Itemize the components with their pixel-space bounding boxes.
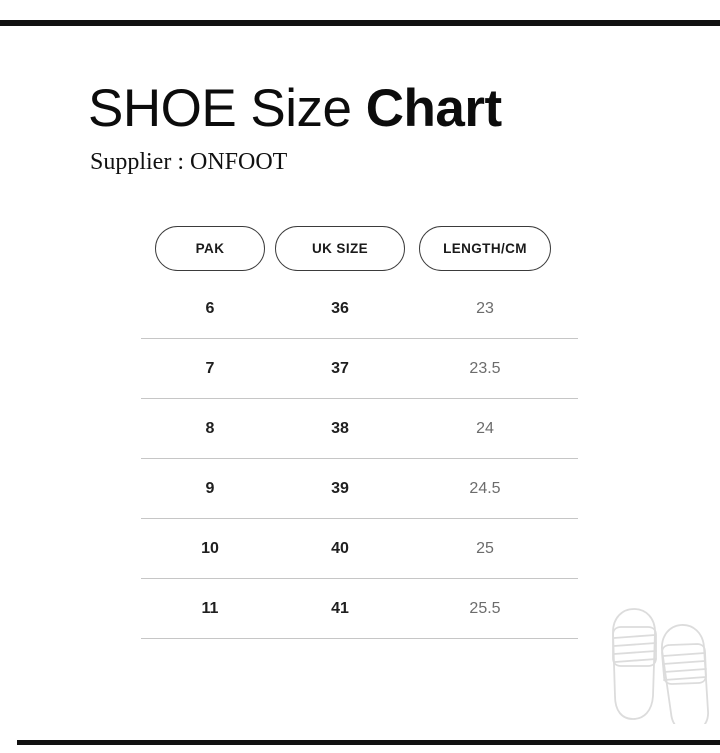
- cell-pak: 10: [201, 540, 219, 557]
- cell-uk-size: 39: [331, 480, 349, 497]
- cell-uk-size: 38: [331, 420, 349, 437]
- cell-uk-size: 40: [331, 540, 349, 557]
- page-title-plain: SHOE Size: [88, 79, 366, 138]
- table-row: 7 37 23.5: [141, 339, 578, 399]
- column-header-uk-size[interactable]: UK SIZE: [275, 226, 405, 271]
- cell-length-cm: 25: [476, 540, 494, 557]
- page-title-bold: Chart: [365, 79, 502, 138]
- cell-pak: 6: [205, 300, 215, 317]
- supplier-line: Supplier : ONFOOT: [90, 149, 288, 175]
- table-header-row: PAK UK SIZE LENGTH/CM: [155, 226, 551, 271]
- cell-pak: 11: [201, 600, 219, 617]
- top-divider-bar: [0, 20, 720, 26]
- cell-uk-size: 37: [331, 360, 349, 377]
- cell-length-cm: 24: [476, 420, 494, 437]
- row-divider: [141, 397, 578, 399]
- row-divider: [141, 577, 578, 579]
- slide-sandals-icon: [596, 592, 720, 733]
- table-row: 10 40 25: [141, 519, 578, 579]
- cell-length-cm: 25.5: [469, 600, 501, 617]
- bottom-divider-bar: [17, 740, 720, 745]
- cell-pak: 8: [205, 420, 215, 437]
- page-title: SHOE Size Chart: [88, 79, 502, 139]
- size-table: 6 36 23 7 37 23.5 8 38 24 9 39 24.5 10 4…: [141, 279, 578, 639]
- table-row: 11 41 25.5: [141, 579, 578, 639]
- cell-length-cm: 23.5: [469, 360, 501, 377]
- table-row: 6 36 23: [141, 279, 578, 339]
- cell-uk-size: 36: [331, 300, 349, 317]
- cell-pak: 9: [205, 480, 215, 497]
- row-divider: [141, 637, 578, 639]
- table-row: 8 38 24: [141, 399, 578, 459]
- cell-uk-size: 41: [331, 600, 349, 617]
- column-header-pak[interactable]: PAK: [155, 226, 265, 271]
- table-row: 9 39 24.5: [141, 459, 578, 519]
- cell-length-cm: 24.5: [469, 480, 501, 497]
- row-divider: [141, 517, 578, 519]
- cell-pak: 7: [205, 360, 215, 377]
- row-divider: [141, 457, 578, 459]
- cell-length-cm: 23: [476, 300, 494, 317]
- column-header-length-cm[interactable]: LENGTH/CM: [419, 226, 551, 271]
- row-divider: [141, 337, 578, 339]
